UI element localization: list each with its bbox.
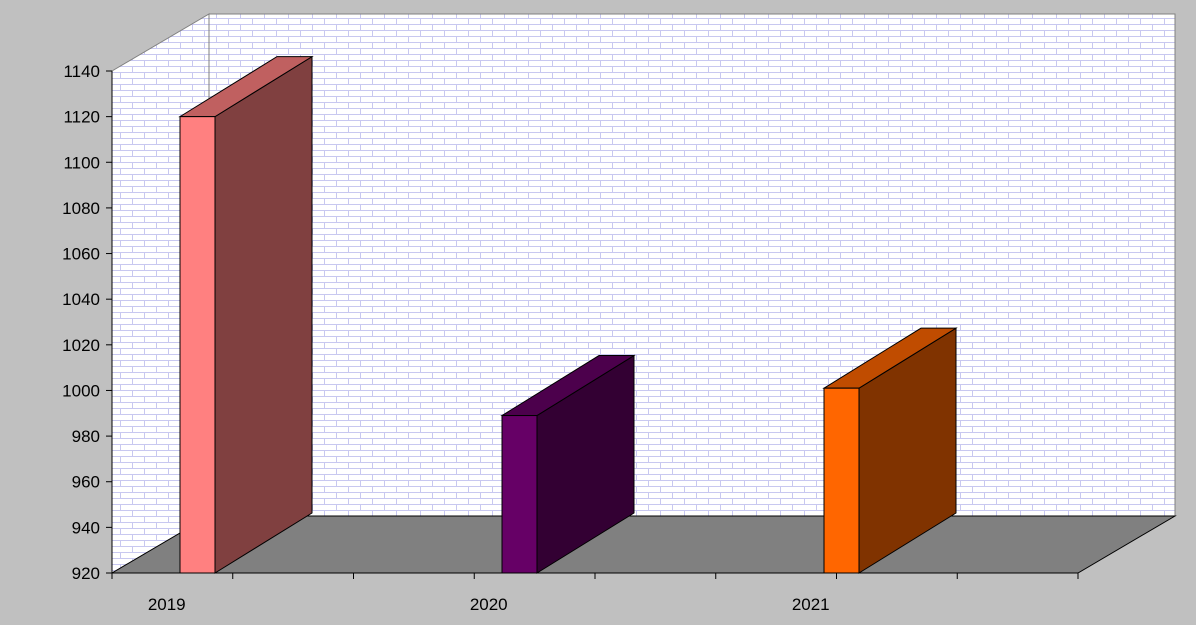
bar-front xyxy=(501,415,538,574)
y-tick-label: 980 xyxy=(72,427,100,446)
y-tick-label: 1140 xyxy=(63,62,100,81)
y-tick-label: 960 xyxy=(72,473,100,492)
back-wall xyxy=(208,13,1176,517)
x-tick-label: 2019 xyxy=(148,595,186,614)
x-tick-label: 2021 xyxy=(792,595,830,614)
x-axis: 2019 2020 2021 xyxy=(111,572,1079,614)
y-tick-label: 1020 xyxy=(62,336,100,355)
y-tick-label: 1060 xyxy=(62,245,100,264)
y-tick-label: 1120 xyxy=(63,108,100,127)
y-tick-label: 1000 xyxy=(62,381,100,400)
bar-side xyxy=(214,55,313,574)
y-tick-label: 1080 xyxy=(62,199,100,218)
y-tick-label: 1100 xyxy=(63,153,100,172)
y-axis: 920 940 960 980 1000 1020 1040 1060 1080 1100 1120… xyxy=(62,62,113,583)
bar-front xyxy=(823,387,860,574)
y-tick-label: 1040 xyxy=(62,290,100,309)
bar xyxy=(500,354,636,574)
bar xyxy=(178,55,314,574)
y-tick-label: 940 xyxy=(72,518,100,537)
bars xyxy=(178,55,958,574)
y-tick-label: 920 xyxy=(72,564,100,583)
bar-front xyxy=(179,116,216,574)
x-tick-label: 2020 xyxy=(470,595,508,614)
